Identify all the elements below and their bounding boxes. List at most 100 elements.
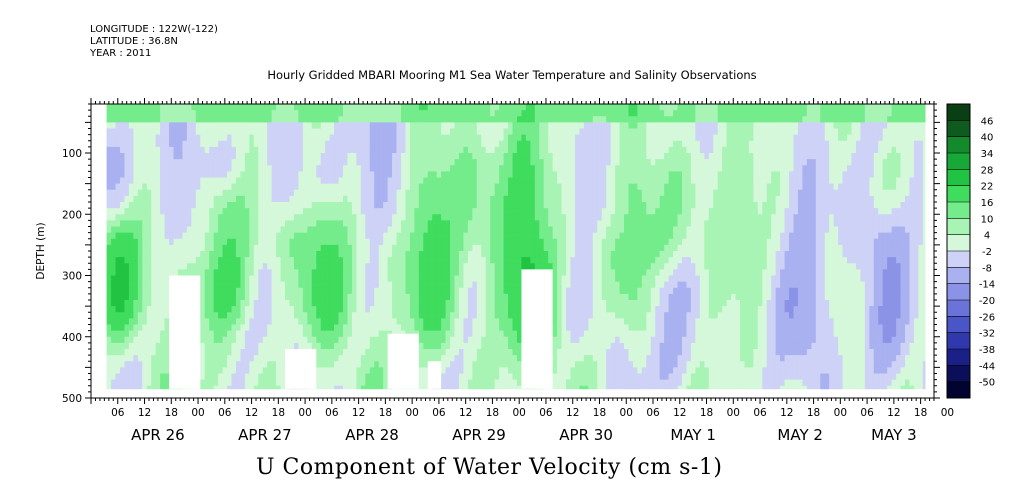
- heatmap-cell: [343, 134, 348, 142]
- heatmap-cell: [557, 263, 562, 270]
- heatmap-cell: [414, 306, 420, 313]
- heatmap-cell: [218, 128, 223, 136]
- heatmap-cell: [481, 269, 487, 276]
- heatmap-cell: [106, 385, 112, 390]
- heatmap-cell: [378, 189, 384, 197]
- heatmap-cell: [454, 195, 460, 203]
- heatmap-cell: [137, 128, 143, 136]
- heatmap-cell: [249, 146, 255, 154]
- heatmap-cell: [106, 281, 112, 289]
- heatmap-cell: [369, 385, 375, 390]
- heatmap-cell: [378, 159, 384, 166]
- heatmap-cell: [432, 318, 438, 325]
- heatmap-cell: [289, 159, 295, 166]
- heatmap-cell: [155, 214, 161, 221]
- heatmap-cell: [320, 116, 326, 123]
- heatmap-cell: [244, 324, 250, 332]
- heatmap-cell: [392, 110, 397, 117]
- heatmap-cell: [423, 134, 429, 142]
- heatmap-cell: [280, 104, 286, 111]
- heatmap-cell: [155, 379, 161, 387]
- heatmap-cell: [494, 208, 500, 215]
- heatmap-cell: [369, 140, 375, 148]
- heatmap-cell: [365, 159, 371, 166]
- heatmap-cell: [552, 238, 558, 246]
- heatmap-cell: [436, 342, 442, 350]
- heatmap-cell: [499, 257, 504, 264]
- heatmap-cell: [360, 336, 366, 344]
- heatmap-cell: [106, 312, 112, 319]
- heatmap-cell: [222, 287, 228, 295]
- heatmap-cell: [209, 312, 215, 319]
- heatmap-cell: [557, 214, 562, 221]
- heatmap-cell: [124, 330, 130, 338]
- heatmap-cell: [240, 183, 246, 191]
- heatmap-cell: [499, 342, 504, 350]
- heatmap-cell: [441, 318, 446, 325]
- heatmap-cell: [106, 183, 112, 191]
- heatmap-cell: [414, 324, 420, 332]
- heatmap-cell: [512, 195, 518, 203]
- heatmap-cell: [356, 122, 362, 129]
- heatmap-cell: [222, 336, 228, 344]
- heatmap-cell: [128, 312, 134, 319]
- heatmap-cell: [222, 275, 228, 283]
- heatmap-cell: [320, 263, 326, 270]
- heatmap-cell: [311, 300, 317, 307]
- heatmap-cell: [414, 238, 420, 246]
- heatmap-cell: [334, 257, 339, 264]
- heatmap-cell: [137, 134, 143, 142]
- heatmap-cell: [454, 238, 460, 246]
- heatmap-cell: [128, 355, 134, 362]
- heatmap-cell: [128, 122, 134, 129]
- heatmap-cell: [280, 251, 286, 258]
- heatmap-cell: [146, 110, 152, 117]
- heatmap-cell: [302, 134, 308, 142]
- heatmap-cell: [485, 153, 491, 160]
- heatmap-cell: [200, 195, 206, 203]
- heatmap-cell: [467, 159, 473, 166]
- heatmap-cell: [396, 281, 402, 289]
- heatmap-cell: [160, 281, 165, 289]
- heatmap-cell: [106, 165, 112, 172]
- heatmap-cell: [574, 336, 580, 344]
- heatmap-cell: [191, 232, 197, 240]
- heatmap-cell: [356, 238, 362, 246]
- heatmap-cell: [472, 373, 478, 381]
- heatmap-cell: [392, 159, 397, 166]
- heatmap-cell: [463, 293, 469, 301]
- heatmap-cell: [409, 238, 415, 246]
- heatmap-cell: [244, 312, 250, 319]
- heatmap-cell: [454, 263, 460, 270]
- heatmap-cell: [445, 330, 451, 338]
- heatmap-cell: [271, 232, 277, 240]
- heatmap-cell: [512, 349, 518, 356]
- heatmap-cell: [485, 140, 491, 148]
- heatmap-cell: [512, 293, 518, 301]
- heatmap-cell: [499, 202, 504, 209]
- heatmap-cell: [543, 183, 549, 191]
- heatmap-cell: [267, 244, 273, 252]
- heatmap-cell: [160, 140, 165, 148]
- heatmap-cell: [338, 195, 344, 203]
- heatmap-cell: [351, 355, 357, 362]
- heatmap-cell: [539, 177, 545, 185]
- heatmap-cell: [347, 342, 353, 350]
- heatmap-cell: [494, 238, 500, 246]
- heatmap-cell: [392, 269, 397, 276]
- heatmap-cell: [173, 244, 179, 252]
- heatmap-cell: [508, 104, 513, 111]
- heatmap-cell: [307, 165, 313, 172]
- heatmap-cell: [271, 287, 277, 295]
- heatmap-cell: [155, 104, 161, 111]
- heatmap-cell: [334, 214, 339, 221]
- heatmap-cell: [293, 312, 299, 319]
- heatmap-cell: [369, 189, 375, 197]
- heatmap-cell: [151, 275, 157, 283]
- heatmap-cell: [276, 110, 281, 117]
- heatmap-cell: [195, 171, 201, 178]
- heatmap-cell: [436, 324, 442, 332]
- heatmap-cell: [124, 104, 130, 111]
- heatmap-cell: [450, 355, 455, 362]
- heatmap-cell: [334, 349, 339, 356]
